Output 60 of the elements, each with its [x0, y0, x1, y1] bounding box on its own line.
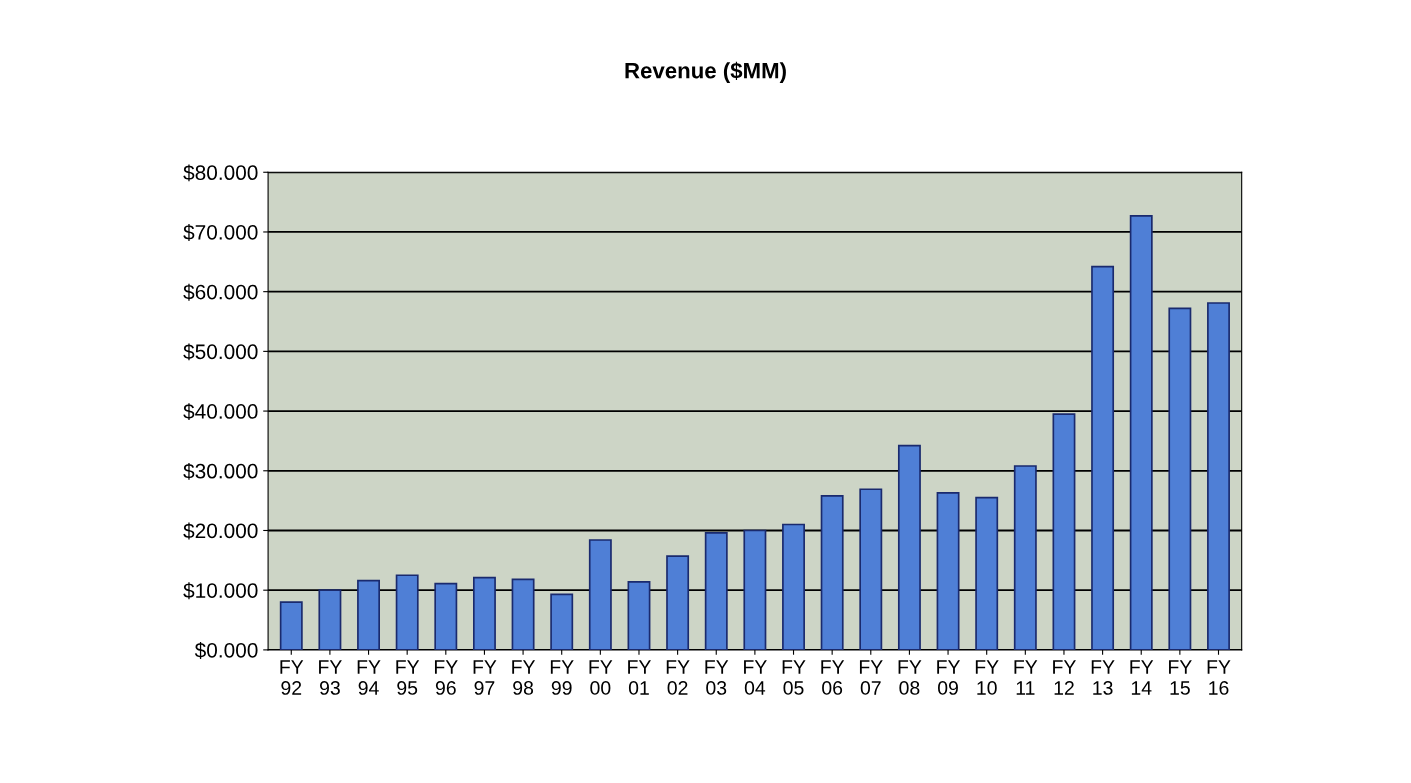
y-tick-label: $30.000 [183, 462, 258, 480]
x-tick-label: FY 14 [1130, 660, 1154, 695]
x-tick-label: FY 93 [319, 660, 342, 695]
bar [666, 555, 690, 650]
bar [627, 580, 651, 650]
x-tick-label: FY 12 [1053, 660, 1076, 695]
x-tick-label: FY 07 [859, 660, 883, 695]
y-tick-label: $60.000 [183, 283, 258, 301]
x-tick-label: FY 11 [1014, 660, 1038, 695]
y-tick-label: $50.000 [183, 343, 258, 361]
bar [357, 579, 380, 650]
x-tick-label: FY 09 [937, 660, 961, 695]
bar [434, 582, 458, 650]
bar [936, 492, 960, 650]
x-tick-label: FY 10 [975, 660, 999, 695]
x-tick-label: FY 94 [357, 660, 381, 695]
bar [550, 593, 574, 650]
bar [975, 496, 999, 650]
y-tick-label: $20.000 [183, 522, 258, 540]
x-tick-label: FY 16 [1207, 660, 1231, 695]
bar [1013, 465, 1037, 650]
x-tick-label: FY 97 [473, 660, 497, 695]
y-tick-label: $70.000 [183, 224, 258, 241]
y-tick-label: $10.000 [183, 582, 258, 600]
bar [859, 488, 883, 650]
x-tick-label: FY 04 [744, 660, 767, 695]
x-tick-label: FY 96 [434, 660, 458, 695]
bar [511, 578, 535, 650]
x-tick-label: FY 95 [396, 660, 420, 695]
bar [782, 523, 805, 650]
bar [318, 589, 342, 650]
y-tick-label: $0.000 [194, 642, 258, 659]
bar [395, 574, 419, 650]
bar [279, 601, 303, 650]
bar [472, 576, 496, 650]
x-tick-label: FY 01 [628, 660, 651, 695]
x-tick-label: FY 13 [1091, 660, 1115, 695]
x-tick-label: FY 08 [898, 660, 922, 695]
x-tick-label: FY 03 [705, 660, 729, 695]
chart-title: Revenue ($MM) [625, 61, 786, 83]
x-tick-label: FY 15 [1169, 660, 1192, 695]
x-tick-label: FY 06 [821, 660, 845, 695]
x-tick-label: FY 92 [280, 660, 304, 695]
bar [1129, 215, 1153, 650]
bar [588, 539, 612, 650]
bar [704, 532, 728, 650]
x-tick-label: FY 00 [589, 660, 613, 695]
x-tick-label: FY 98 [512, 660, 536, 695]
bar [1168, 307, 1192, 650]
x-tick-label: FY 99 [550, 660, 574, 695]
bar [743, 529, 767, 650]
bar [820, 495, 844, 650]
x-tick-label: FY 02 [666, 660, 690, 695]
bar [1052, 413, 1076, 650]
bar [897, 444, 921, 650]
bar [1207, 302, 1230, 650]
x-tick-label: FY 05 [782, 660, 806, 695]
y-tick-label: $40.000 [183, 403, 258, 421]
bar [1091, 265, 1115, 650]
y-tick-label: $80.000 [183, 164, 258, 182]
